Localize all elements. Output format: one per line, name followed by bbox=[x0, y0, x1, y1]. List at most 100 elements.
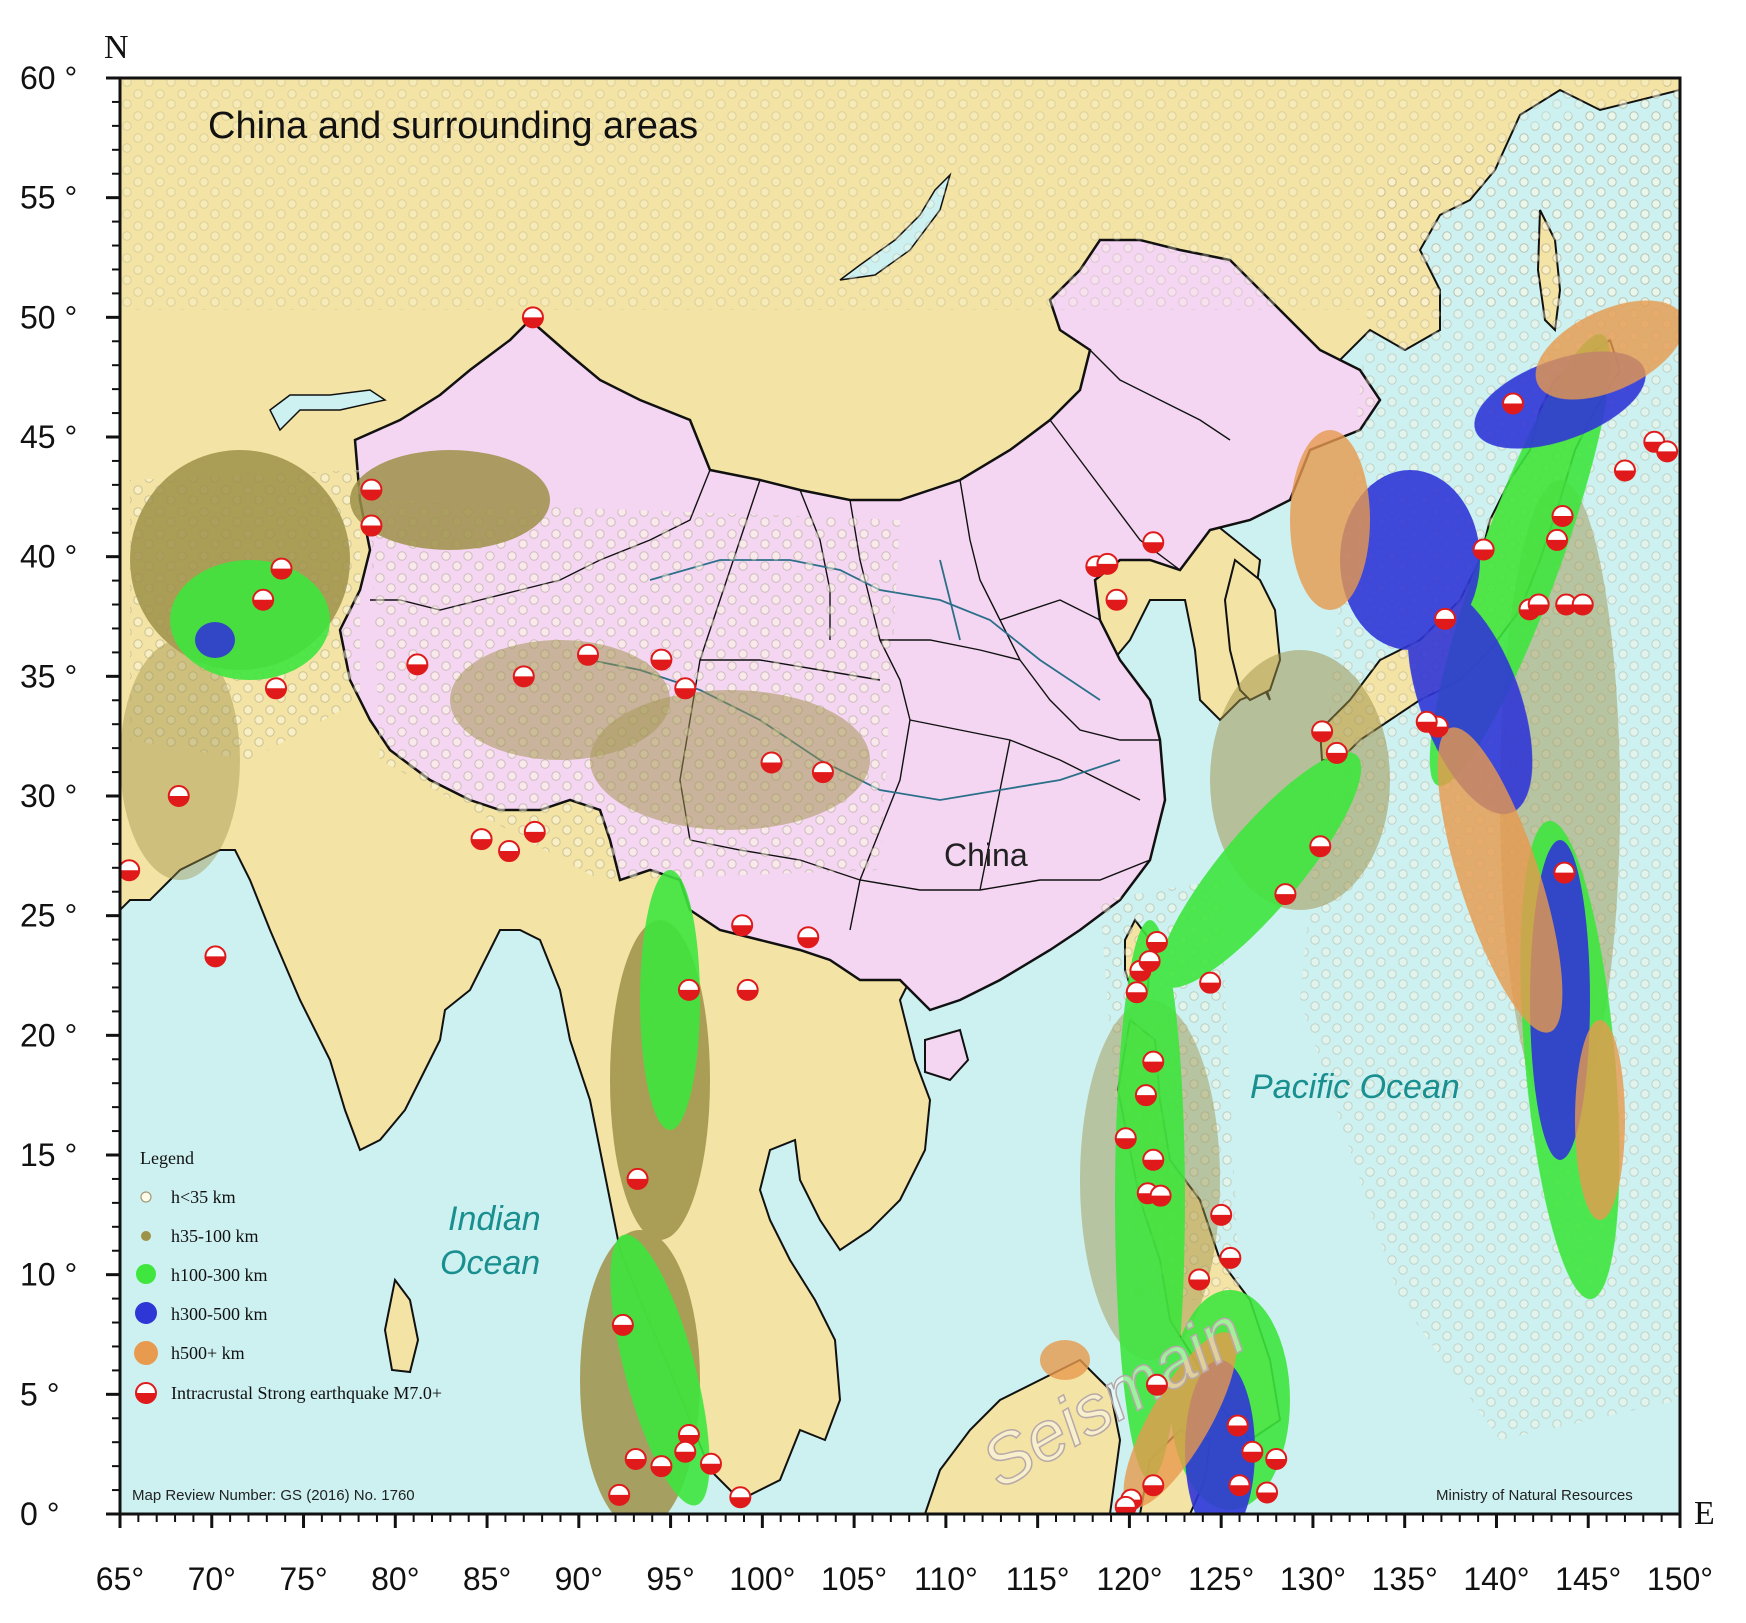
strong-earthquake-marker bbox=[1149, 1184, 1172, 1207]
lon-tick-label: 125° bbox=[1188, 1561, 1254, 1597]
strong-earthquake-marker bbox=[1501, 392, 1524, 415]
lon-tick-label: 140° bbox=[1463, 1561, 1529, 1597]
strong-earthquake-marker bbox=[1434, 607, 1457, 630]
strong-earthquake-marker bbox=[1114, 1495, 1137, 1514]
lat-tick-label: 45 ° bbox=[20, 419, 77, 455]
strong-earthquake-marker bbox=[1613, 459, 1636, 482]
strong-earthquake-marker bbox=[265, 677, 287, 700]
lon-tick-label: 105° bbox=[821, 1561, 887, 1597]
strong-earthquake-marker bbox=[1188, 1268, 1211, 1291]
lon-tick-label: 65° bbox=[96, 1561, 144, 1597]
lat-tick-label: 20 ° bbox=[20, 1017, 77, 1053]
strong-earthquake-marker bbox=[1210, 1203, 1233, 1226]
strong-earthquake-marker bbox=[120, 859, 141, 882]
strong-earthquake-marker bbox=[252, 588, 275, 611]
legend-swatch-shallow bbox=[140, 1191, 152, 1203]
lon-tick-label: 110° bbox=[914, 1561, 978, 1597]
strong-earthquake-marker bbox=[1114, 1127, 1137, 1150]
legend-swatch-300-500 bbox=[135, 1302, 157, 1324]
strong-earthquake-marker bbox=[624, 1447, 647, 1470]
china-label: China bbox=[944, 837, 1028, 873]
lon-tick-label: 70° bbox=[188, 1561, 236, 1597]
strong-earthquake-marker bbox=[650, 648, 673, 671]
strong-earthquake-marker bbox=[760, 751, 783, 774]
strong-earthquake-marker bbox=[360, 514, 383, 537]
strong-earthquake-marker bbox=[1125, 981, 1148, 1004]
strong-earthquake-marker bbox=[1265, 1447, 1288, 1470]
strong-earthquake-marker bbox=[577, 643, 599, 666]
latitude-ticks: 60 ° 55 ° 50 ° 45 ° 40 ° 35 ° 30 ° 25 ° 20 ° 15 °… bbox=[20, 60, 120, 1532]
legend-swatch-100-300 bbox=[136, 1264, 156, 1284]
strong-earthquake-marker bbox=[1145, 930, 1168, 953]
lon-tick-label: 135° bbox=[1372, 1561, 1438, 1597]
legend-label-mid: h35-100 km bbox=[171, 1226, 259, 1246]
strong-earthquake-marker bbox=[797, 926, 820, 949]
pacific-ocean-label: Pacific Ocean bbox=[1250, 1068, 1460, 1106]
strong-earthquake-marker bbox=[731, 914, 754, 937]
strong-earthquake-marker bbox=[729, 1486, 752, 1509]
strong-earthquake-marker bbox=[1415, 710, 1438, 733]
strong-earthquake-marker bbox=[512, 665, 535, 688]
land-sri-lanka bbox=[383, 1277, 420, 1374]
legend-heading: Legend bbox=[140, 1148, 194, 1168]
lon-tick-label: 120° bbox=[1096, 1561, 1162, 1597]
legend-swatch-strong bbox=[135, 1382, 157, 1404]
strong-earthquake-marker bbox=[521, 306, 544, 329]
lat-tick-label: 30 ° bbox=[20, 778, 77, 814]
strong-earthquake-marker bbox=[406, 653, 429, 676]
strong-earthquake-marker bbox=[1142, 1474, 1165, 1497]
strong-earthquake-marker bbox=[1145, 1373, 1168, 1396]
lon-tick-label: 90° bbox=[555, 1561, 603, 1597]
strong-earthquake-marker bbox=[270, 557, 293, 580]
strong-earthquake-marker bbox=[1228, 1474, 1251, 1497]
deep-seismicity-500-plus bbox=[1040, 300, 1680, 1508]
strong-earthquake-marker bbox=[1134, 1084, 1157, 1107]
legend: Legend h<35 km h35-100 km h100-300 km h3… bbox=[134, 1148, 442, 1404]
strong-earthquake-marker bbox=[674, 677, 697, 700]
strong-earthquake-markers bbox=[120, 306, 1679, 1514]
strong-earthquake-marker bbox=[1256, 1481, 1279, 1504]
lat-tick-label: 10 ° bbox=[20, 1257, 77, 1293]
strong-earthquake-marker bbox=[498, 840, 521, 863]
strong-earthquake-marker bbox=[811, 761, 834, 784]
lat-tick-label: 5 ° bbox=[20, 1376, 59, 1412]
strong-earthquake-marker bbox=[1309, 835, 1332, 858]
strong-earthquake-marker bbox=[1219, 1246, 1242, 1269]
strong-earthquake-marker bbox=[677, 978, 700, 1001]
lat-tick-label: 25 ° bbox=[20, 898, 77, 934]
strong-earthquake-marker bbox=[626, 1167, 649, 1190]
strong-earthquake-marker bbox=[360, 478, 383, 501]
lake-balkhash bbox=[269, 389, 387, 432]
map-title: China and surrounding areas bbox=[208, 105, 698, 147]
strong-earthquake-marker bbox=[204, 945, 227, 968]
strong-earthquake-marker bbox=[1311, 720, 1334, 743]
lon-tick-label: 115° bbox=[1006, 1561, 1070, 1597]
lon-tick-label: 100° bbox=[729, 1561, 795, 1597]
strong-earthquake-marker bbox=[1105, 588, 1128, 611]
legend-label-strong: Intracrustal Strong earthquake M7.0+ bbox=[171, 1383, 442, 1403]
east-label: E bbox=[1694, 1495, 1715, 1532]
strong-earthquake-marker bbox=[1656, 440, 1679, 463]
strong-earthquake-marker bbox=[470, 828, 493, 851]
strong-earthquake-marker bbox=[167, 785, 190, 807]
strong-earthquake-marker bbox=[736, 978, 759, 1001]
legend-label-300-500: h300-500 km bbox=[171, 1304, 268, 1324]
strong-earthquake-marker bbox=[1142, 1050, 1165, 1073]
strong-earthquake-marker bbox=[611, 1313, 634, 1336]
strong-earthquake-marker bbox=[1142, 531, 1165, 554]
map-review-number: Map Review Number: GS (2016) No. 1760 bbox=[132, 1487, 415, 1504]
strong-earthquake-marker bbox=[674, 1440, 697, 1463]
lon-tick-label: 145° bbox=[1555, 1561, 1621, 1597]
land-hainan bbox=[924, 1028, 970, 1082]
strong-earthquake-marker bbox=[1274, 883, 1297, 906]
lat-tick-label: 35 ° bbox=[20, 658, 77, 694]
legend-swatch-500-plus bbox=[134, 1341, 158, 1365]
indian-ocean-label-line2: Ocean bbox=[440, 1244, 540, 1282]
strong-earthquake-marker bbox=[1226, 1414, 1249, 1437]
lat-tick-label: 40 ° bbox=[20, 539, 77, 575]
lon-tick-label: 85° bbox=[463, 1561, 511, 1597]
strong-earthquake-marker bbox=[1553, 861, 1576, 884]
lon-tick-label: 130° bbox=[1280, 1561, 1346, 1597]
lon-tick-label: 80° bbox=[371, 1561, 419, 1597]
